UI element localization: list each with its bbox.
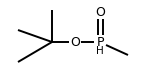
Text: O: O (95, 6, 105, 18)
Text: O: O (70, 35, 80, 49)
Text: P: P (96, 35, 104, 49)
Text: H: H (96, 46, 104, 56)
